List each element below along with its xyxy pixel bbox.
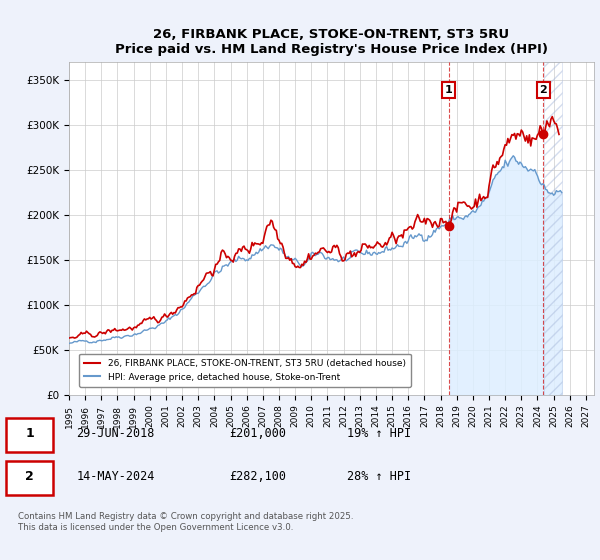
FancyBboxPatch shape <box>6 418 53 452</box>
Text: Contains HM Land Registry data © Crown copyright and database right 2025.
This d: Contains HM Land Registry data © Crown c… <box>18 512 353 532</box>
Text: 2: 2 <box>539 85 547 95</box>
Title: 26, FIRBANK PLACE, STOKE-ON-TRENT, ST3 5RU
Price paid vs. HM Land Registry's Hou: 26, FIRBANK PLACE, STOKE-ON-TRENT, ST3 5… <box>115 28 548 56</box>
Text: £282,100: £282,100 <box>229 470 286 483</box>
Text: 29-JUN-2018: 29-JUN-2018 <box>77 427 155 440</box>
Text: 14-MAY-2024: 14-MAY-2024 <box>77 470 155 483</box>
FancyBboxPatch shape <box>6 461 53 495</box>
Text: 2: 2 <box>25 470 34 483</box>
Text: 1: 1 <box>445 85 452 95</box>
Text: £201,000: £201,000 <box>229 427 286 440</box>
Text: 1: 1 <box>25 427 34 440</box>
Text: 28% ↑ HPI: 28% ↑ HPI <box>347 470 411 483</box>
Legend: 26, FIRBANK PLACE, STOKE-ON-TRENT, ST3 5RU (detached house), HPI: Average price,: 26, FIRBANK PLACE, STOKE-ON-TRENT, ST3 5… <box>79 353 411 387</box>
Text: 19% ↑ HPI: 19% ↑ HPI <box>347 427 411 440</box>
